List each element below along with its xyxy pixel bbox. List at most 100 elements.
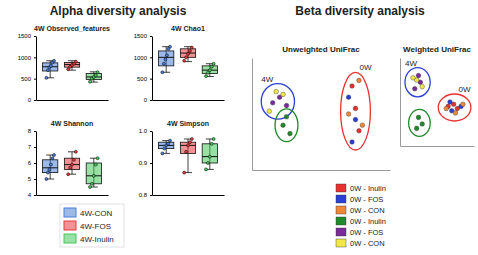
median <box>64 164 79 165</box>
point <box>187 52 190 55</box>
legend-swatch <box>336 195 346 203</box>
point <box>183 59 186 62</box>
marks <box>159 138 218 175</box>
tick: 1000 <box>134 55 152 61</box>
point <box>45 76 48 79</box>
figure: 0500100015004W Observed_featuresAlpha di… <box>0 0 478 255</box>
box-panel: 050010001500 4W Chao1 <box>134 25 225 103</box>
tick-mark <box>34 57 36 58</box>
median <box>159 145 174 146</box>
point <box>357 129 362 134</box>
legend-swatch <box>64 234 76 243</box>
point <box>185 150 188 153</box>
point <box>187 144 190 147</box>
tick-mark <box>150 163 152 164</box>
box <box>202 144 217 163</box>
x-axis <box>37 195 109 196</box>
box <box>86 74 101 80</box>
marks <box>43 59 102 83</box>
legend-entry: 0W - FOS <box>336 228 383 237</box>
legend-label: 0W - Inulin <box>350 184 386 193</box>
tick-label: 8 <box>28 128 32 134</box>
point <box>90 182 93 185</box>
legend-entry: 0W - FOS <box>336 195 383 204</box>
y-axis <box>252 59 253 171</box>
box <box>43 160 58 173</box>
box <box>86 163 101 184</box>
point <box>162 62 165 65</box>
tick-mark <box>150 100 152 101</box>
y-axis: 0.80.91.0 <box>139 128 153 198</box>
point <box>270 101 275 106</box>
y-axis <box>400 59 401 147</box>
legend: 4W-CON4W-FOS4W-Inulin <box>60 204 124 247</box>
tick-mark <box>150 79 152 80</box>
point <box>67 173 70 176</box>
point <box>94 163 97 166</box>
box-panel: 456784W Shannon <box>28 120 109 198</box>
point <box>206 162 209 165</box>
tick-label: 4 <box>28 192 32 198</box>
x-axis <box>153 195 225 196</box>
box <box>180 142 195 153</box>
group-label: 4W <box>261 75 273 84</box>
point <box>53 154 56 157</box>
tick-mark <box>34 147 36 148</box>
panel-title: 4W Observed_features <box>34 25 110 32</box>
marks <box>159 45 218 77</box>
legend-entry: 4W-FOS <box>64 221 111 231</box>
point <box>190 46 193 49</box>
point <box>49 64 52 67</box>
tick-label: 0.9 <box>139 160 148 166</box>
x-axis <box>153 100 225 101</box>
point <box>190 138 193 141</box>
legend-entry: 0W - CON <box>336 206 385 215</box>
point <box>353 106 358 111</box>
point <box>284 103 289 108</box>
legend-swatch <box>336 206 346 214</box>
marks <box>405 68 471 137</box>
point <box>48 168 51 171</box>
y-axis: 050010001500 <box>134 33 153 103</box>
marks <box>43 150 102 188</box>
axis-line <box>253 170 391 171</box>
point <box>346 95 351 100</box>
box <box>43 63 58 71</box>
point <box>205 168 208 171</box>
axis-line <box>36 132 37 196</box>
legend-swatch <box>64 208 76 217</box>
point <box>96 71 99 74</box>
point <box>350 140 355 145</box>
point <box>281 92 286 97</box>
axis-line <box>37 100 109 101</box>
point <box>89 80 92 83</box>
point <box>72 158 75 161</box>
legend-swatch <box>64 221 76 230</box>
point <box>188 49 191 52</box>
panel-title: Unweighted UniFrac <box>282 45 360 54</box>
tick: 4 <box>28 192 36 198</box>
point <box>444 106 449 111</box>
x-axis <box>37 100 109 101</box>
median <box>202 70 217 71</box>
tick: 0.9 <box>139 160 152 166</box>
point <box>416 73 421 78</box>
x-axis <box>401 146 475 147</box>
legend-entry: 0W - CON <box>336 239 385 248</box>
axis-line <box>37 195 109 196</box>
point <box>453 111 458 116</box>
tick-mark <box>34 100 36 101</box>
tick-label: 5 <box>28 176 32 182</box>
panel-title: 4W Chao1 <box>171 25 205 32</box>
x-axis <box>253 170 391 171</box>
point <box>45 178 48 181</box>
whisker <box>188 139 189 173</box>
point <box>208 69 211 72</box>
point <box>51 157 54 160</box>
scatter-panel: Weighted UniFrac4W0W <box>401 45 475 147</box>
point <box>46 69 49 72</box>
point <box>212 62 215 65</box>
median <box>159 57 174 58</box>
legend-label: 4W-FOS <box>80 222 111 231</box>
tick: 1500 <box>18 33 36 39</box>
